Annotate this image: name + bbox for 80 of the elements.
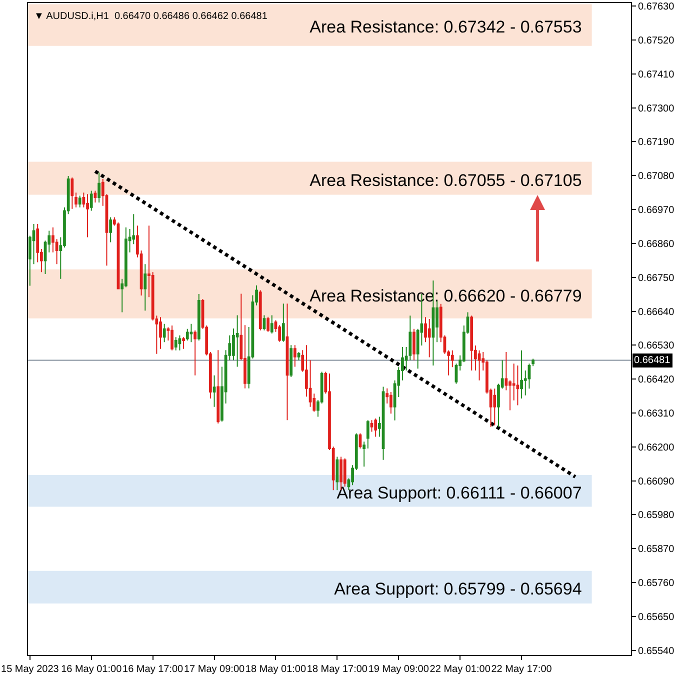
y-tick-label: 0.66310 [638,408,675,420]
y-tick-label: 0.67410 [638,69,675,80]
candlestick [412,328,416,361]
text: ▼ AUDUSD.i,H1 0.66470 0.66486 0.66462 0.66481 [34,11,268,22]
y-tick-label: 0.66530 [638,340,675,352]
x-tick-label: 15 May 2023 [1,664,60,675]
candlestick [78,195,82,208]
candlestick [470,315,474,371]
y-tick-label: 0.66750 [638,272,675,284]
y-tick-label: 0.66090 [638,476,675,488]
candlestick [382,386,385,460]
candlestick [370,420,374,432]
candlestick [362,441,366,468]
candlestick [366,420,370,449]
y-tick-label: 0.67520 [638,35,675,46]
x-tick-label: 22 May 17:00 [491,664,552,675]
y-tick-label: 0.66970 [638,205,675,216]
candlestick [144,264,147,312]
band-label: Area Support: 0.65799 - 0.65694 [334,580,582,599]
y-tick-label: 0.65870 [638,544,675,556]
candlestick [170,324,174,351]
candlestick [162,323,166,343]
candlestick [428,318,431,358]
candlestick [174,336,178,351]
candlestick [194,330,197,376]
candlestick [532,358,534,367]
candlestick [270,314,274,334]
x-tick-label: 19 May 09:00 [368,664,430,675]
candlestick [94,190,97,203]
band-label: Area Resistance: 0.67342 - 0.67553 [310,18,582,37]
y-tick-label: 0.65540 [638,646,675,657]
band-label: Area Support: 0.66111 - 0.66007 [336,483,582,502]
y-tick-label: 0.65760 [638,578,675,590]
candlestick [390,392,392,414]
candlestick [216,350,220,424]
candlestick [297,351,300,361]
y-tick-label: 0.66420 [638,374,675,386]
candlestick [374,418,378,438]
y-tick-label: 0.67080 [638,171,675,182]
x-tick-label: 18 May 01:00 [245,664,306,675]
x-tick-label: 18 May 17:00 [306,664,368,675]
candlestick [178,334,182,351]
candlestick [74,192,78,208]
candlestick [286,303,289,421]
candlestick [190,323,193,343]
candlestick [70,176,74,210]
candlestick [109,216,112,243]
y-tick-label: 0.65980 [638,510,675,522]
x-tick-label: 16 May 01:00 [61,664,122,675]
y-tick-label: 0.66860 [638,238,675,250]
candlestick [86,194,89,238]
candlestick [493,388,496,426]
candlestick [236,314,239,368]
candlestick [182,336,185,350]
x-tick-label: 17 May 09:00 [184,664,246,675]
candlestick [520,350,523,400]
band-label: Area Resistance: 0.67055 - 0.67105 [310,170,582,190]
candlestick [90,190,93,212]
x-tick-label: 22 May 01:00 [430,664,491,675]
candlestick [98,172,100,203]
x-tick-label: 16 May 17:00 [122,664,184,675]
y-tick-label: 0.66640 [638,306,675,318]
candlestick [262,314,266,331]
candlestick [293,344,296,368]
y-tick-label: 0.67190 [638,137,675,148]
y-tick-label: 0.67300 [638,103,675,114]
candlestick [343,458,346,488]
candlestick [282,303,285,342]
y-tick-label: 0.66200 [638,442,675,454]
y-tick-label: 0.67630 [638,2,675,13]
candlestick [516,365,520,406]
y-tick-label: 0.65650 [638,612,675,623]
candlestick [197,294,200,342]
candlestick [478,350,481,381]
candlestick [258,290,262,331]
candlestick [186,328,189,342]
candlestick [266,316,270,332]
candlestick [290,344,293,378]
ref-line-label: 0.66481 [634,355,671,366]
candlestick [212,374,216,408]
